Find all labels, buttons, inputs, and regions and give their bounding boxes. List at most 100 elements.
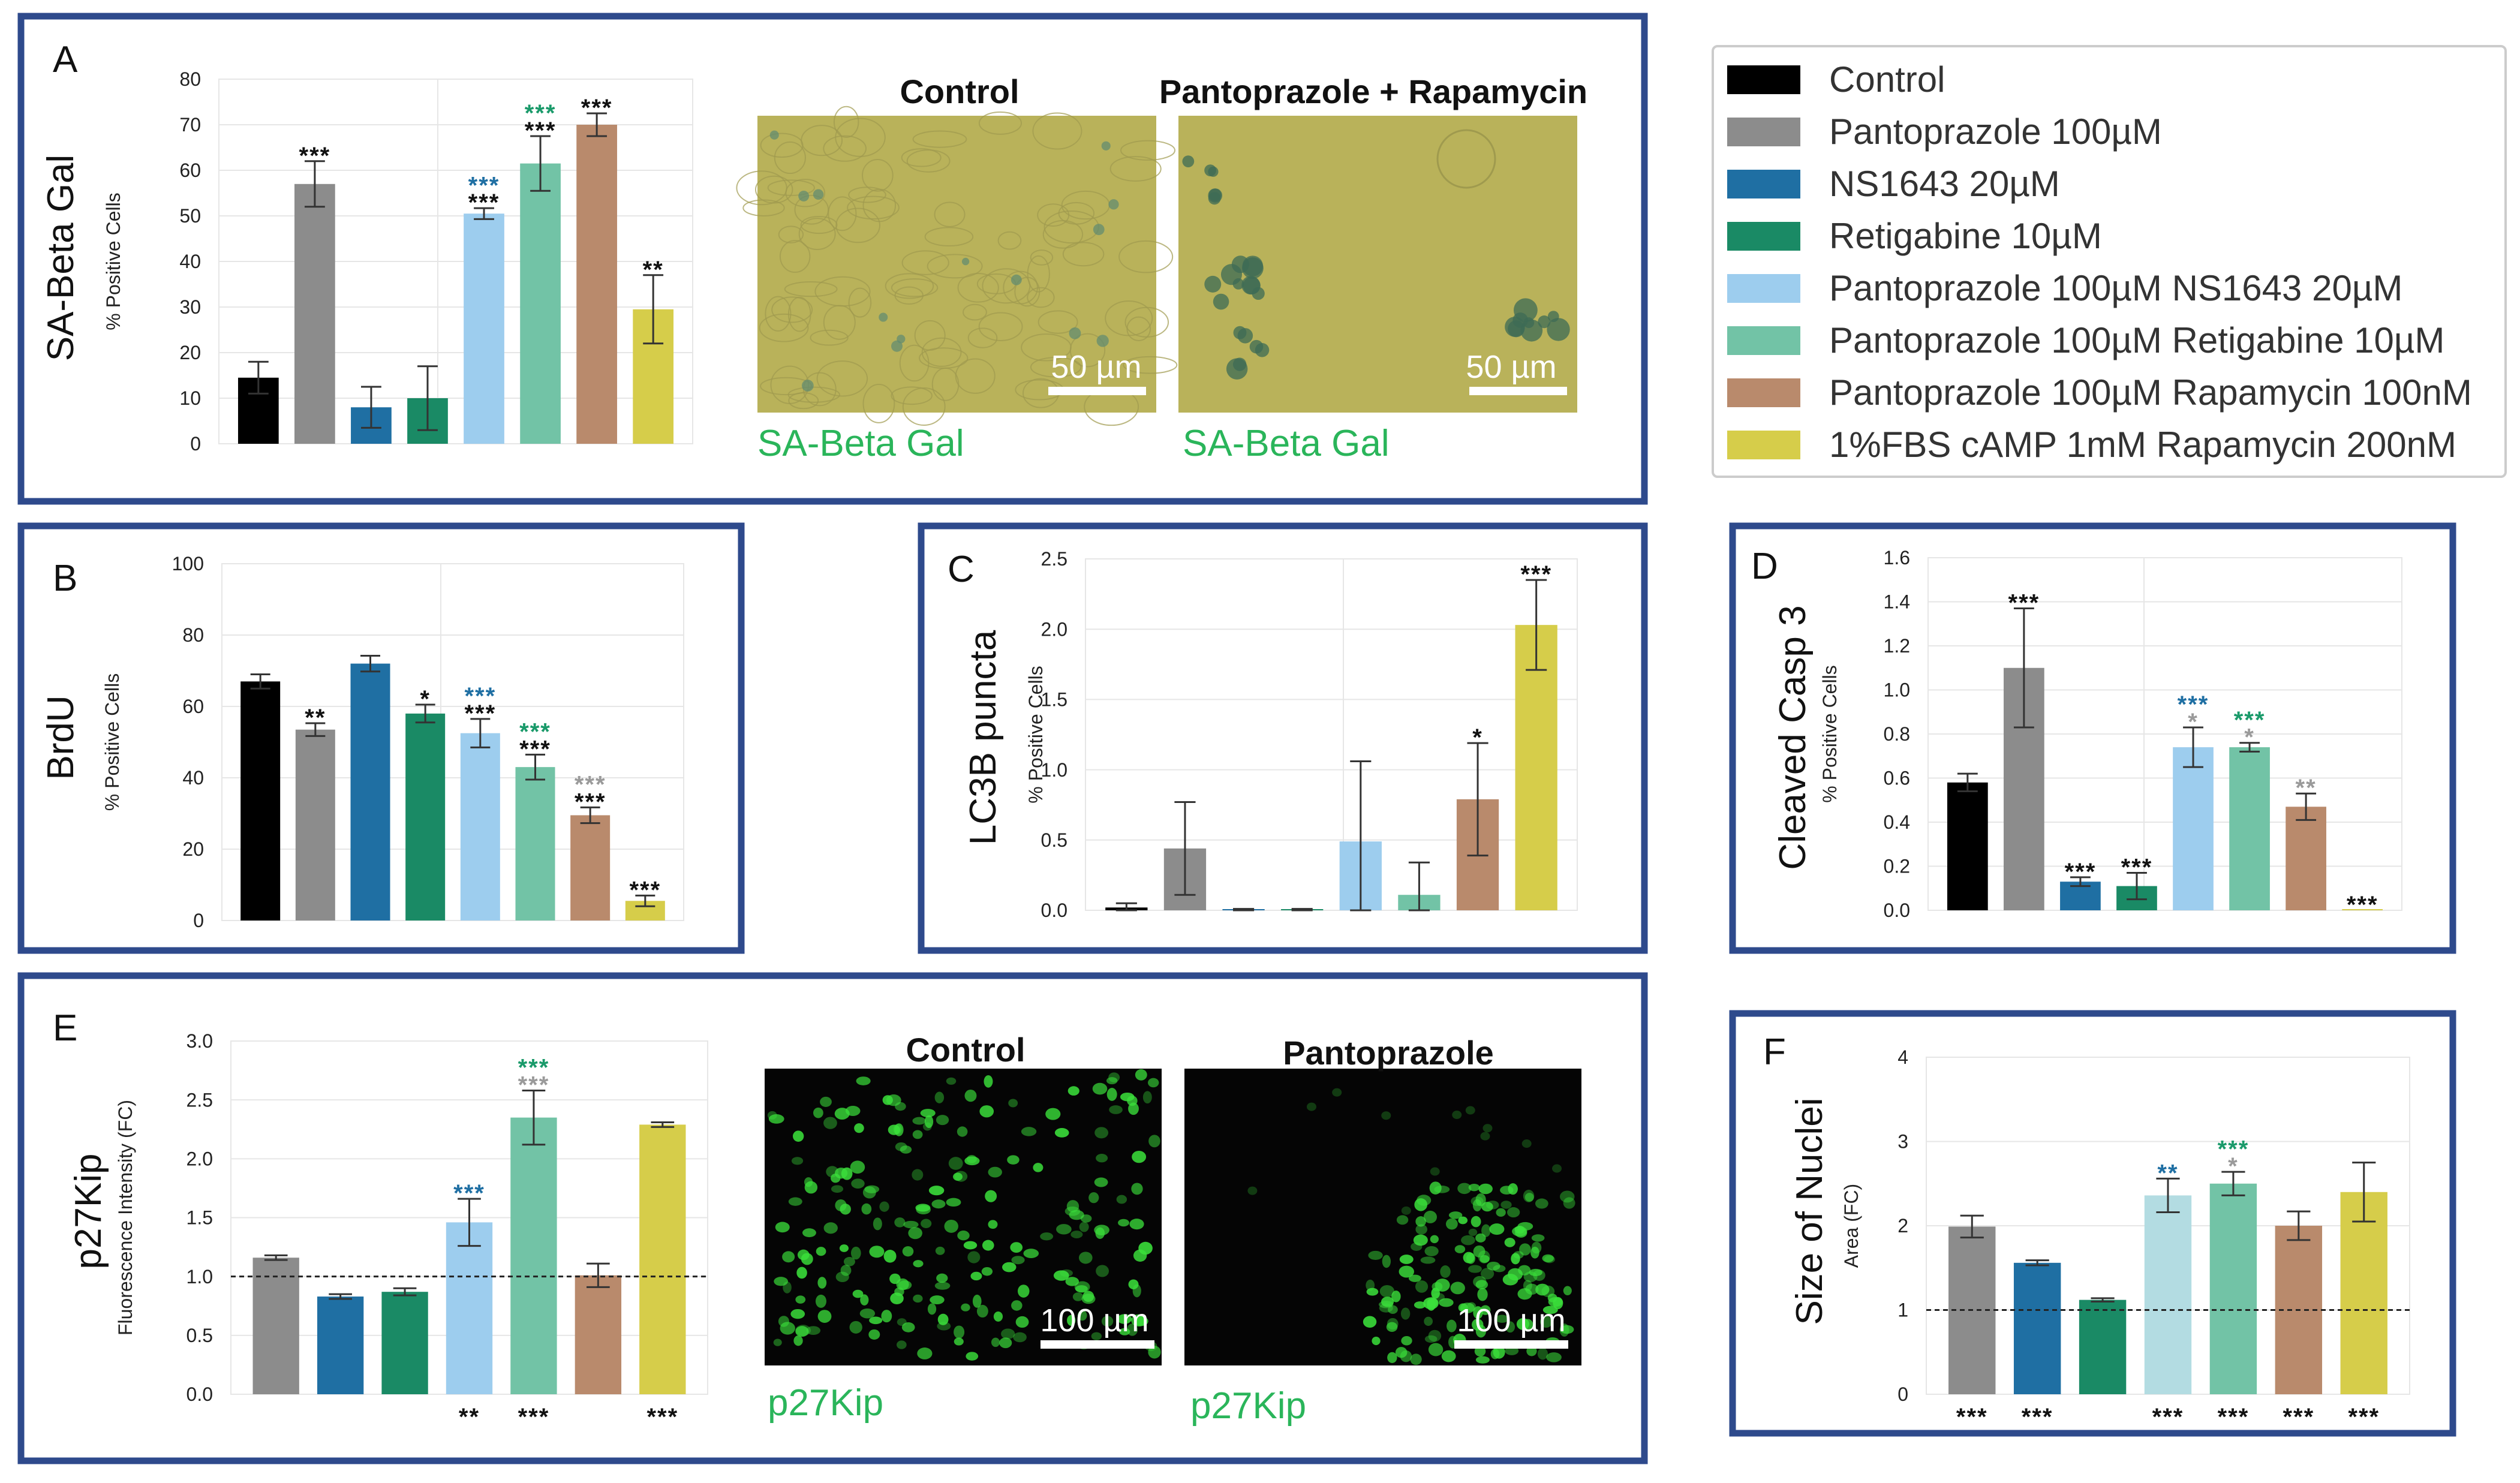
sabg-positive-spot xyxy=(1096,335,1109,347)
panel-a-letter: A xyxy=(53,39,78,80)
fluor-nucleus xyxy=(1521,1139,1532,1148)
chart-b-ylabel: % Positive Cells xyxy=(101,673,123,811)
fluor-nucleus xyxy=(856,1076,871,1085)
sabg-positive-spot xyxy=(769,130,779,140)
chart-d-ytick-label: 1.2 xyxy=(1884,635,1910,657)
fluor-nucleus xyxy=(1400,1350,1412,1362)
fluor-nucleus xyxy=(966,1352,979,1361)
fluor-nucleus xyxy=(1106,1077,1118,1085)
chart-d-sig-above: * xyxy=(2244,724,2255,751)
chart-d-bar xyxy=(2286,807,2326,910)
fluor-nucleus xyxy=(1247,1186,1258,1195)
chart-b-bar xyxy=(405,713,446,921)
fluor-nucleus xyxy=(1475,1233,1486,1243)
fluor-nucleus xyxy=(849,1320,862,1334)
micrograph-a-control-scale-label: 50 µm xyxy=(1051,349,1141,385)
micrograph-a-treated-caption: SA-Beta Gal xyxy=(1183,423,1390,464)
sabg-cell-outline xyxy=(1032,112,1082,150)
fluor-nucleus xyxy=(1132,1151,1147,1163)
fluor-nucleus xyxy=(1072,1292,1084,1301)
fluor-nucleus xyxy=(893,1124,902,1135)
sabg-cell-outline xyxy=(982,268,1031,304)
chart-b-plot-area xyxy=(221,563,684,921)
fluor-nucleus xyxy=(1560,1325,1574,1334)
legend-swatch xyxy=(1727,65,1800,94)
chart-d-ytick-label: 1.4 xyxy=(1884,591,1910,613)
micrograph-e-treated-title: Pantoprazole xyxy=(1283,1034,1494,1072)
fluor-nucleus xyxy=(985,1190,997,1202)
fluor-nucleus xyxy=(954,1325,965,1339)
fluor-nucleus xyxy=(1514,1225,1525,1234)
fluor-nucleus xyxy=(927,1303,937,1315)
fluor-nucleus xyxy=(1542,1305,1558,1314)
fluor-nucleus xyxy=(1101,1316,1114,1327)
chart-e-ytick-label: 1.0 xyxy=(187,1266,213,1288)
fluor-nucleus xyxy=(1489,1223,1505,1235)
chart-d-sig-above: *** xyxy=(2065,859,2097,885)
fluor-nucleus xyxy=(890,1292,904,1304)
fluor-nucleus xyxy=(1552,1164,1562,1173)
sabg-cell-outline xyxy=(921,337,962,367)
sabg-cell-outline xyxy=(1014,276,1041,307)
sabg-stained-cell xyxy=(1226,358,1248,380)
fluor-nucleus xyxy=(1148,1078,1159,1088)
fluor-nucleus xyxy=(946,1077,957,1085)
chart-c-ytick-label: 0.5 xyxy=(1041,829,1067,851)
fluor-nucleus xyxy=(1094,1225,1109,1235)
fluor-nucleus xyxy=(1439,1298,1454,1307)
chart-b-bar xyxy=(570,815,611,921)
sabg-stained-cell xyxy=(1520,319,1543,342)
fluor-nucleus xyxy=(1537,1347,1548,1360)
sabg-cell-outline xyxy=(1120,140,1176,161)
fluor-nucleus xyxy=(1486,1201,1499,1210)
chart-e-sig-below: ** xyxy=(459,1404,480,1430)
sabg-cell-outline xyxy=(1124,306,1169,338)
fluor-nucleus xyxy=(1368,1250,1383,1260)
fluor-nucleus xyxy=(897,1340,907,1349)
fluor-nucleus xyxy=(1481,1268,1494,1280)
fluor-nucleus xyxy=(1482,1124,1493,1133)
sabg-positive-spot xyxy=(801,380,814,392)
fluor-nucleus xyxy=(854,1123,864,1133)
fluor-nucleus xyxy=(1478,1250,1490,1264)
legend-swatch xyxy=(1727,431,1800,459)
sabg-positive-spot xyxy=(1093,224,1105,236)
chart-b-sig-above: *** xyxy=(575,789,606,815)
chart-f-ytick-label: 0 xyxy=(1897,1383,1908,1405)
legend-swatch xyxy=(1727,222,1800,251)
legend-label: NS1643 20µM xyxy=(1829,164,2060,204)
micrograph-e-treated-scale-bar xyxy=(1454,1340,1568,1349)
micrograph-a-control-image xyxy=(757,116,1156,413)
chart-e-bar xyxy=(317,1297,364,1394)
fluor-nucleus xyxy=(908,1227,922,1240)
chart-f-sig-below: *** xyxy=(2022,1404,2053,1430)
fluor-nucleus xyxy=(912,1130,923,1139)
fluor-nucleus xyxy=(1507,1207,1520,1218)
chart-a-ytick-label: 10 xyxy=(179,387,201,409)
fluor-nucleus xyxy=(1517,1288,1532,1300)
chart-f-sig-above: *** xyxy=(2218,1136,2250,1162)
fluor-nucleus xyxy=(1472,1199,1482,1212)
chart-d-ytick-label: 0.2 xyxy=(1884,856,1910,877)
fluor-nucleus xyxy=(1511,1253,1520,1265)
fluor-nucleus xyxy=(1563,1197,1575,1209)
panel-a-frame xyxy=(17,13,1648,505)
fluor-nucleus xyxy=(843,1257,855,1267)
sabg-positive-spot xyxy=(891,340,903,352)
panel-f-frame xyxy=(1729,1010,2456,1437)
chart-e-sig-below: *** xyxy=(518,1404,550,1430)
panel-frames xyxy=(17,13,2456,1464)
fluor-nucleus xyxy=(1477,1288,1488,1301)
fluor-nucleus xyxy=(783,1282,792,1294)
fluor-nucleus xyxy=(860,1294,869,1305)
chart-f-title: Size of Nuclei xyxy=(1789,1097,1830,1325)
fluor-nucleus xyxy=(930,1295,945,1305)
fluor-nucleus xyxy=(791,1157,804,1165)
fluor-nucleus xyxy=(984,1075,993,1088)
fluor-nucleus xyxy=(775,1222,790,1233)
chart-e: 0.0 0.5 1.0 1.5 2.0 2.5 3.0 p27Kip Fluorescence … xyxy=(68,1030,708,1430)
sabg-stained-cell xyxy=(1252,287,1265,300)
fluor-nucleus xyxy=(1092,1082,1108,1095)
micrograph-a-treated-scale-label: 50 µm xyxy=(1466,349,1556,385)
